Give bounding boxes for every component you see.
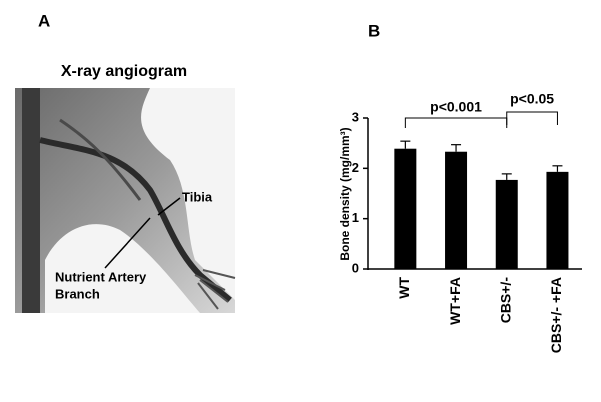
y-tick-label: 2 xyxy=(352,160,359,175)
annotation: Tibia xyxy=(182,189,213,204)
panel-label: A xyxy=(38,11,50,30)
y-axis-label: Bone density (mg/mm³) xyxy=(338,127,352,260)
x-tick-label: WT xyxy=(396,277,412,299)
y-tick-label: 1 xyxy=(352,210,359,225)
bar xyxy=(495,179,518,269)
significance-bracket xyxy=(506,111,558,125)
x-tick-label: CBS+/- xyxy=(497,277,513,324)
significance-label: p<0.001 xyxy=(430,99,482,115)
annotation: Nutrient Artery xyxy=(55,269,147,284)
y-tick-label: 0 xyxy=(352,260,359,275)
y-tick-label: 3 xyxy=(352,109,359,124)
bar xyxy=(546,171,569,269)
x-tick-label: WT+FA xyxy=(447,277,463,325)
significance-label: p<0.05 xyxy=(510,91,554,107)
panel-title: X-ray angiogram xyxy=(61,63,187,80)
bar xyxy=(445,151,468,269)
panel-label: B xyxy=(368,21,380,40)
x-tick-label: CBS+/- +FA xyxy=(548,277,564,353)
xray-image xyxy=(15,88,236,313)
annotation: Branch xyxy=(55,286,100,301)
significance-bracket xyxy=(404,117,508,128)
bar xyxy=(394,148,417,269)
